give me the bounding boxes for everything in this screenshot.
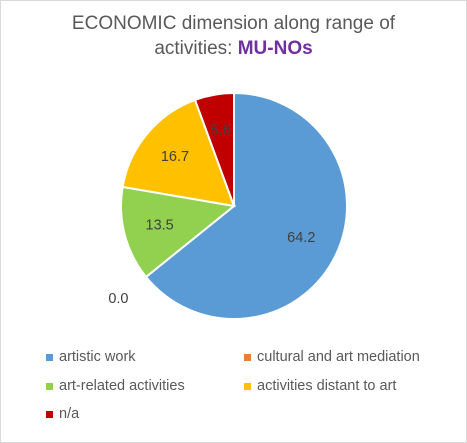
chart-title: ECONOMIC dimension along range of activi…: [1, 11, 466, 61]
legend-item-activities-distant-to-art: activities distant to art: [244, 378, 396, 394]
data-label-cultural-and-art-mediation: 0.0: [108, 291, 128, 307]
data-label-n-a: 5.6: [210, 122, 230, 138]
legend-swatch-activities-distant-to-art: [244, 382, 251, 390]
legend-swatch-artistic-work: [46, 353, 53, 361]
chart-title-prefix: activities:: [154, 38, 238, 59]
legend-label-artistic-work: artistic work: [59, 349, 136, 365]
legend-item-cultural-and-art-mediation: cultural and art mediation: [244, 349, 420, 365]
legend-item-art-related-activities: art-related activities: [46, 378, 185, 394]
legend-label-activities-distant-to-art: activities distant to art: [257, 378, 397, 394]
pie-slice-n-a: [193, 91, 235, 207]
legend-swatch-n-a: [46, 410, 53, 418]
chart-title-line-1: ECONOMIC dimension along range of: [71, 13, 396, 34]
data-label-activities-distant-to-art: 16.7: [161, 149, 189, 165]
legend-label-n-a: n/a: [59, 406, 80, 422]
data-label-artistic-work: 64.2: [287, 230, 315, 246]
legend-swatch-cultural-and-art-mediation: [244, 353, 251, 361]
pie-chart: 64.2 0.0 13.5 16.7 5.6: [108, 91, 348, 320]
chart-title-highlight: MU-NOs: [237, 38, 313, 59]
chart-title-line-2: activities: MU-NOs: [1, 36, 466, 61]
legend-item-artistic-work: artistic work: [46, 349, 136, 365]
pie-slice-artistic-work: [144, 91, 348, 320]
legend-item-n-a: n/a: [46, 406, 79, 422]
pie-slice-activities-distant-to-art: [121, 98, 236, 208]
legend-label-cultural-and-art-mediation: cultural and art mediation: [257, 349, 420, 365]
legend-swatch-art-related-activities: [46, 382, 53, 390]
pie-slice-art-related-activities: [120, 185, 237, 279]
legend-label-art-related-activities: art-related activities: [59, 378, 185, 394]
data-label-art-related-activities: 13.5: [146, 217, 174, 233]
